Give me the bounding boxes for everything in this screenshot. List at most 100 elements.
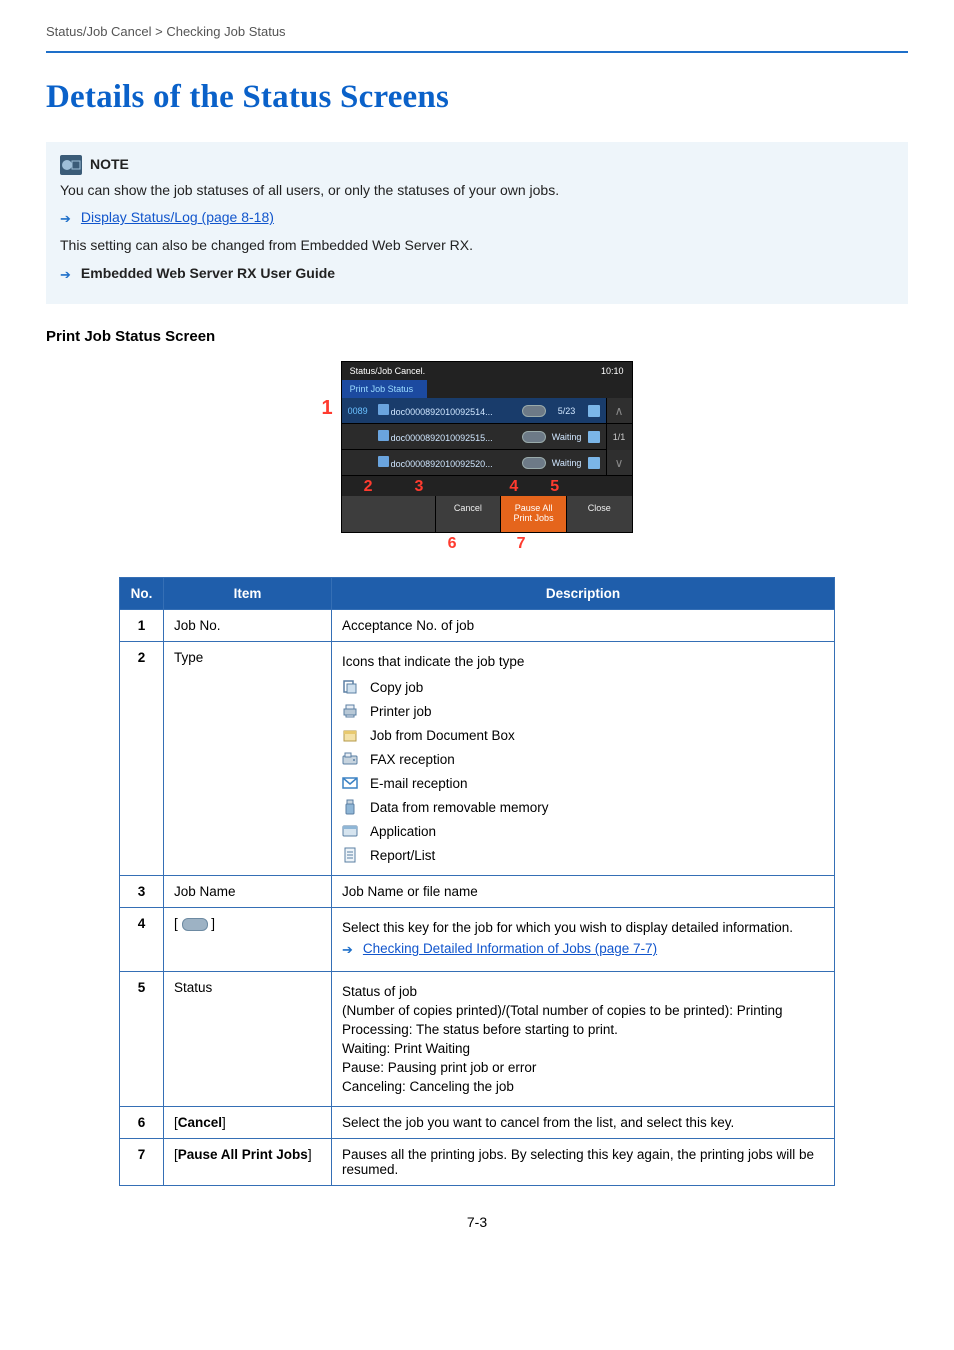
job-status: Waiting: [550, 458, 584, 468]
detail-pill-icon: [182, 918, 208, 931]
page-title: Details of the Status Screens: [46, 79, 908, 116]
report-icon: [342, 847, 358, 863]
link-ews-guide: Embedded Web Server RX User Guide: [81, 263, 335, 285]
callout-6: 6: [448, 535, 457, 553]
breadcrumb: Status/Job Cancel > Checking Job Status: [46, 24, 908, 45]
icon-item: Copy job: [342, 675, 824, 699]
cell-desc: Pauses all the printing jobs. By selecti…: [332, 1139, 835, 1186]
cell-desc: Select this key for the job for which yo…: [332, 908, 835, 972]
status-icon: [588, 457, 600, 469]
job-status: Waiting: [550, 432, 584, 442]
cell-no: 2: [120, 642, 164, 876]
detail-button[interactable]: [522, 431, 546, 443]
note-box: NOTE You can show the job statuses of al…: [46, 142, 908, 304]
callout-7: 7: [517, 535, 526, 553]
note-label: NOTE: [90, 154, 129, 176]
callout-1: 1: [321, 397, 332, 420]
job-row[interactable]: doc0000892010092520... Waiting: [342, 450, 606, 476]
cell-desc: Status of job(Number of copies printed)/…: [332, 972, 835, 1107]
cell-no: 4: [120, 908, 164, 972]
icon-label: Copy job: [370, 680, 423, 695]
table-row: 1Job No.Acceptance No. of job: [120, 610, 835, 642]
device-screenshot: 1 Status/Job Cancel. 10:10 Print Job Sta…: [46, 361, 908, 553]
close-button[interactable]: Close: [567, 496, 632, 532]
arrow-icon: ➔: [60, 265, 71, 285]
icon-item: Data from removable memory: [342, 795, 824, 819]
table-row: 4[ ]Select this key for the job for whic…: [120, 908, 835, 972]
cell-item: [ ]: [164, 908, 332, 972]
app-icon: [342, 823, 358, 839]
table-row: 6[Cancel]Select the job you want to canc…: [120, 1107, 835, 1139]
scroll-down-icon[interactable]: ∨: [607, 450, 632, 476]
cell-no: 1: [120, 610, 164, 642]
job-row[interactable]: 0089 doc0000892010092514... 5/23: [342, 398, 606, 424]
job-name: doc0000892010092520...: [378, 456, 518, 469]
job-name: doc0000892010092515...: [378, 430, 518, 443]
arrow-icon: ➔: [60, 209, 71, 229]
th-no: No.: [120, 578, 164, 610]
cell-item: [Pause All Print Jobs]: [164, 1139, 332, 1186]
icon-label: Data from removable memory: [370, 800, 549, 815]
job-status: 5/23: [550, 406, 584, 416]
doc-icon: [378, 456, 389, 467]
copy-icon: [342, 679, 358, 695]
table-row: 3Job NameJob Name or file name: [120, 876, 835, 908]
cell-no: 7: [120, 1139, 164, 1186]
cell-item: Job Name: [164, 876, 332, 908]
icon-item: FAX reception: [342, 747, 824, 771]
note-text: This setting can also be changed from Em…: [60, 235, 894, 257]
page-indicator: 1/1: [607, 424, 632, 450]
callout-5: 5: [550, 478, 559, 496]
th-desc: Description: [332, 578, 835, 610]
scroll-up-icon[interactable]: ∧: [607, 398, 632, 424]
device-tab: Print Job Status: [342, 380, 427, 398]
icon-label: Report/List: [370, 848, 435, 863]
job-no: 0089: [348, 406, 374, 416]
th-item: Item: [164, 578, 332, 610]
icon-label: Job from Document Box: [370, 728, 515, 743]
job-name: doc0000892010092514...: [378, 404, 518, 417]
status-icon: [588, 431, 600, 443]
note-text: You can show the job statuses of all use…: [60, 180, 894, 202]
icon-item: Printer job: [342, 699, 824, 723]
cell-item: Job No.: [164, 610, 332, 642]
page-number: 7-3: [46, 1214, 908, 1230]
icon-label: Printer job: [370, 704, 432, 719]
detail-button[interactable]: [522, 405, 546, 417]
cell-desc: Job Name or file name: [332, 876, 835, 908]
callout-2: 2: [364, 478, 373, 496]
arrow-icon: ➔: [342, 942, 353, 958]
cancel-button[interactable]: Cancel: [436, 496, 501, 532]
table-row: 2TypeIcons that indicate the job typeCop…: [120, 642, 835, 876]
cell-desc: Acceptance No. of job: [332, 610, 835, 642]
icon-item: E-mail reception: [342, 771, 824, 795]
cell-item: Type: [164, 642, 332, 876]
table-row: 7[Pause All Print Jobs]Pauses all the pr…: [120, 1139, 835, 1186]
device-time: 10:10: [601, 366, 624, 376]
status-icon: [588, 405, 600, 417]
device-spacer: [342, 496, 435, 532]
pause-all-button[interactable]: Pause AllPrint Jobs: [501, 496, 566, 532]
link-detail-info[interactable]: Checking Detailed Information of Jobs (p…: [363, 941, 657, 956]
usb-icon: [342, 799, 358, 815]
table-row: 5StatusStatus of job(Number of copies pr…: [120, 972, 835, 1107]
divider: [46, 51, 908, 53]
detail-button[interactable]: [522, 457, 546, 469]
icon-item: Job from Document Box: [342, 723, 824, 747]
doc-icon: [378, 430, 389, 441]
reference-table: No. Item Description 1Job No.Acceptance …: [119, 577, 835, 1186]
cell-desc: Select the job you want to cancel from t…: [332, 1107, 835, 1139]
cell-item: [Cancel]: [164, 1107, 332, 1139]
cell-desc: Icons that indicate the job typeCopy job…: [332, 642, 835, 876]
cell-no: 3: [120, 876, 164, 908]
icon-label: FAX reception: [370, 752, 455, 767]
cell-no: 5: [120, 972, 164, 1107]
doc-icon: [378, 404, 389, 415]
cell-item: Status: [164, 972, 332, 1107]
icon-label: Application: [370, 824, 436, 839]
job-row[interactable]: doc0000892010092515... Waiting: [342, 424, 606, 450]
link-display-status[interactable]: Display Status/Log (page 8-18): [81, 207, 274, 229]
fax-icon: [342, 751, 358, 767]
icon-label: E-mail reception: [370, 776, 468, 791]
note-icon: [60, 155, 82, 175]
